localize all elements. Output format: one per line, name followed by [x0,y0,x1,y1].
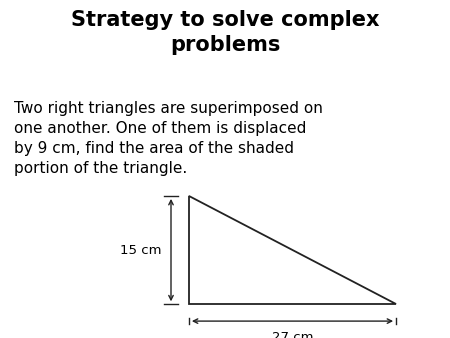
Text: Two right triangles are superimposed on
one another. One of them is displaced
by: Two right triangles are superimposed on … [14,101,322,176]
Polygon shape [189,196,396,304]
Text: Strategy to solve complex
problems: Strategy to solve complex problems [71,10,379,55]
Text: 27 cm: 27 cm [272,331,313,338]
Text: 15 cm: 15 cm [121,244,162,257]
